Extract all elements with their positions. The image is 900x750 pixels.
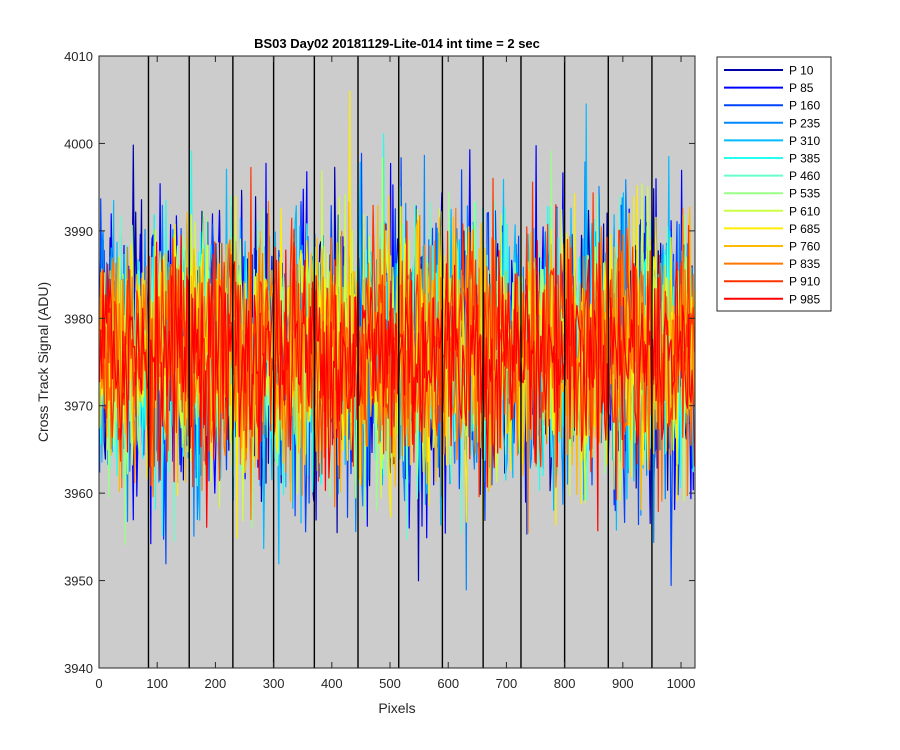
legend-label: P 10 [789, 64, 814, 78]
x-tick-label: 0 [95, 676, 102, 691]
y-axis: 3940 3950 3960 3970 3980 3990 4000 4010 [64, 49, 695, 676]
x-tick-label: 200 [205, 676, 227, 691]
legend-label: P 610 [789, 204, 820, 218]
legend-label: P 160 [789, 99, 820, 113]
vertical-lines-layer [147, 56, 653, 668]
y-tick-label: 3940 [64, 661, 93, 676]
x-tick-label: 800 [554, 676, 576, 691]
legend-label: P 985 [789, 292, 820, 306]
series-layer [99, 90, 695, 591]
legend-label: P 910 [789, 275, 820, 289]
legend-label: P 235 [789, 116, 820, 130]
x-tick-label: 100 [146, 676, 168, 691]
y-tick-label: 3980 [64, 311, 93, 326]
legend-label: P 385 [789, 152, 820, 166]
x-axis-label: Pixels [378, 700, 415, 716]
y-tick-label: 3970 [64, 399, 93, 414]
legend-label: P 760 [789, 240, 820, 254]
legend-label: P 460 [789, 169, 820, 183]
legend-label: P 310 [789, 134, 820, 148]
x-tick-label: 300 [263, 676, 285, 691]
y-tick-label: 4010 [64, 49, 93, 64]
series-line-p985 [99, 204, 695, 532]
legend-label: P 535 [789, 187, 820, 201]
y-tick-label: 3950 [64, 574, 93, 589]
x-tick-label: 600 [437, 676, 459, 691]
legend-label: P 685 [789, 222, 820, 236]
y-tick-label: 3960 [64, 486, 93, 501]
legend: P 10 P 85 P 160 P 235 P 310 P 385 P 460 P 535 P … [716, 56, 832, 312]
x-tick-label: 400 [321, 676, 343, 691]
x-tick-label: 500 [379, 676, 401, 691]
chart-title: BS03 Day02 20181129-Lite-014 int time = … [254, 36, 540, 51]
y-tick-label: 3990 [64, 224, 93, 239]
plot-frame [98, 55, 696, 669]
y-axis-label: Cross Track Signal (ADU) [35, 282, 51, 442]
legend-box [716, 56, 832, 312]
legend-label: P 85 [789, 81, 814, 95]
x-axis: 0 100 200 300 400 500 600 700 800 900 1000 [95, 56, 695, 691]
x-tick-label: 1000 [667, 676, 696, 691]
legend-label: P 835 [789, 257, 820, 271]
y-tick-label: 4000 [64, 136, 93, 151]
x-tick-label: 900 [612, 676, 634, 691]
x-tick-label: 700 [496, 676, 518, 691]
